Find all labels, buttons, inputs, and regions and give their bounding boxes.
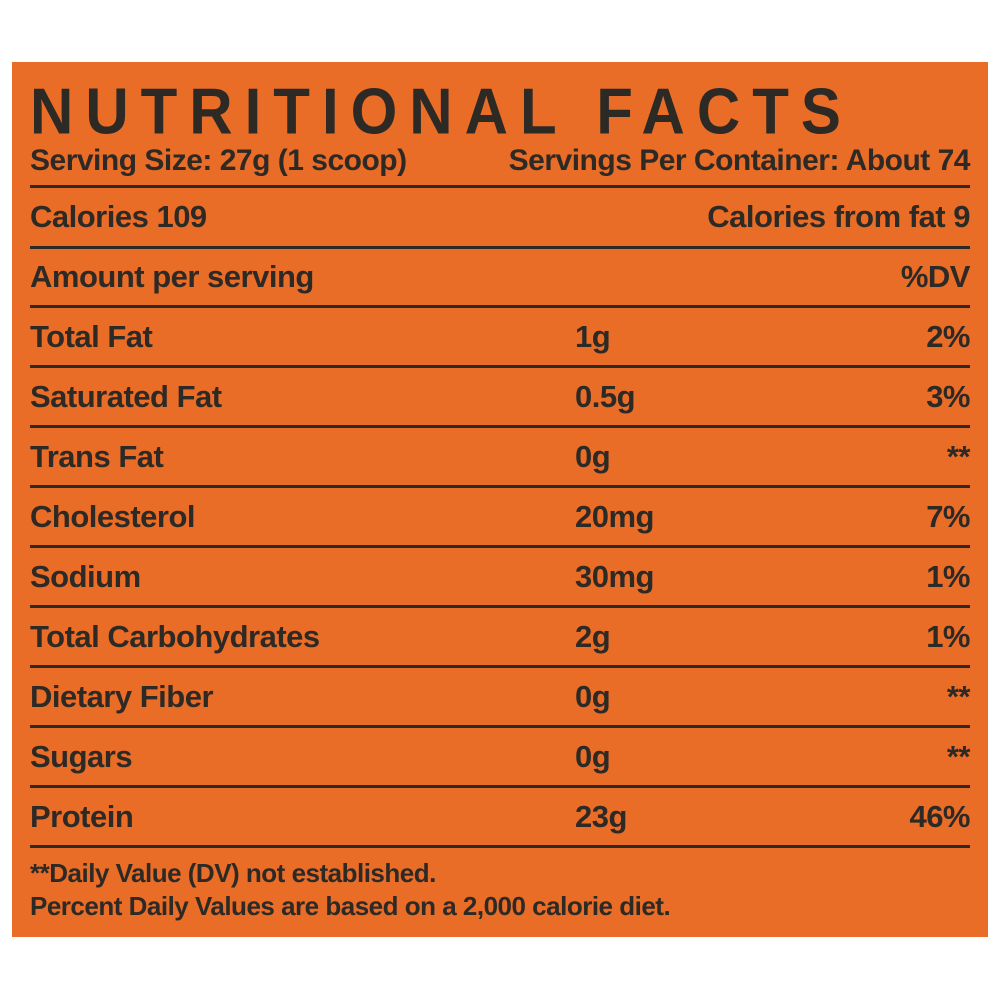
nutrient-label: Sugars: [30, 738, 133, 774]
nutrient-label: Trans Fat: [30, 438, 164, 474]
footnote-calorie-diet: Percent Daily Values are based on a 2,00…: [30, 891, 671, 921]
nutrient-amount: 2g: [575, 618, 611, 654]
calories-row: Calories 109 Calories from fat 9: [30, 185, 970, 246]
nutrient-dv: 2%: [926, 318, 970, 354]
nutrient-amount: 0g: [575, 738, 611, 774]
table-row-saturated-fat: Saturated Fat 0.5g 3%: [30, 365, 970, 425]
nutrient-amount: 1g: [575, 318, 611, 354]
nutrient-dv: 3%: [926, 378, 970, 414]
nutrient-amount: 30mg: [575, 558, 654, 594]
table-row-sugars: Sugars 0g **: [30, 725, 971, 785]
nutrient-dv: **: [946, 678, 971, 714]
nutrition-facts-panel: NUTRITIONAL FACTS Serving Size: 27g (1 s…: [12, 62, 988, 937]
nutrient-dv: 1%: [926, 618, 970, 654]
footnotes: **Daily Value (DV) not established. Perc…: [30, 845, 970, 923]
nutrient-dv: 1%: [926, 558, 970, 594]
nutrient-dv: 46%: [909, 798, 970, 834]
nutrient-dv: **: [946, 438, 971, 474]
table-row-cholesterol: Cholesterol 20mg 7%: [30, 485, 970, 545]
dv-header: %DV: [900, 259, 971, 294]
nutrient-amount: 20mg: [575, 498, 654, 534]
table-row-sodium: Sodium 30mg 1%: [30, 545, 970, 605]
table-row-protein: Protein 23g 46%: [30, 785, 970, 845]
nutrient-label: Cholesterol: [30, 498, 196, 534]
nutrient-amount: 23g: [575, 798, 627, 834]
calories-value: Calories 109: [30, 199, 207, 234]
nutrient-amount: 0g: [575, 438, 611, 474]
table-row-total-carbohydrates: Total Carbohydrates 2g 1%: [30, 605, 970, 665]
footnote-dv-not-established: **Daily Value (DV) not established.: [30, 858, 436, 888]
nutrient-dv: **: [946, 738, 971, 774]
nutrition-facts-title: NUTRITIONAL FACTS: [30, 74, 853, 148]
table-row-trans-fat: Trans Fat 0g **: [30, 425, 971, 485]
calories-from-fat: Calories from fat 9: [707, 199, 970, 234]
column-header-row: Amount per serving %DV: [30, 246, 971, 305]
table-row-total-fat: Total Fat 1g 2%: [30, 305, 970, 365]
amount-per-serving-header: Amount per serving: [30, 259, 314, 294]
nutrient-amount: 0.5g: [575, 378, 636, 414]
nutrient-label: Sodium: [30, 558, 141, 594]
nutrient-label: Protein: [30, 798, 134, 834]
nutrient-dv: 7%: [926, 498, 970, 534]
serving-size: Serving Size: 27g (1 scoop): [30, 144, 407, 177]
table-row-dietary-fiber: Dietary Fiber 0g **: [30, 665, 971, 725]
nutrient-label: Total Fat: [30, 318, 153, 354]
serving-info-row: Serving Size: 27g (1 scoop) Servings Per…: [30, 144, 971, 178]
nutrient-label: Dietary Fiber: [30, 678, 214, 714]
nutrient-label: Total Carbohydrates: [30, 618, 320, 654]
nutrient-label: Saturated Fat: [30, 378, 222, 414]
nutrient-amount: 0g: [575, 678, 611, 714]
servings-per-container: Servings Per Container: About 74: [508, 144, 971, 177]
